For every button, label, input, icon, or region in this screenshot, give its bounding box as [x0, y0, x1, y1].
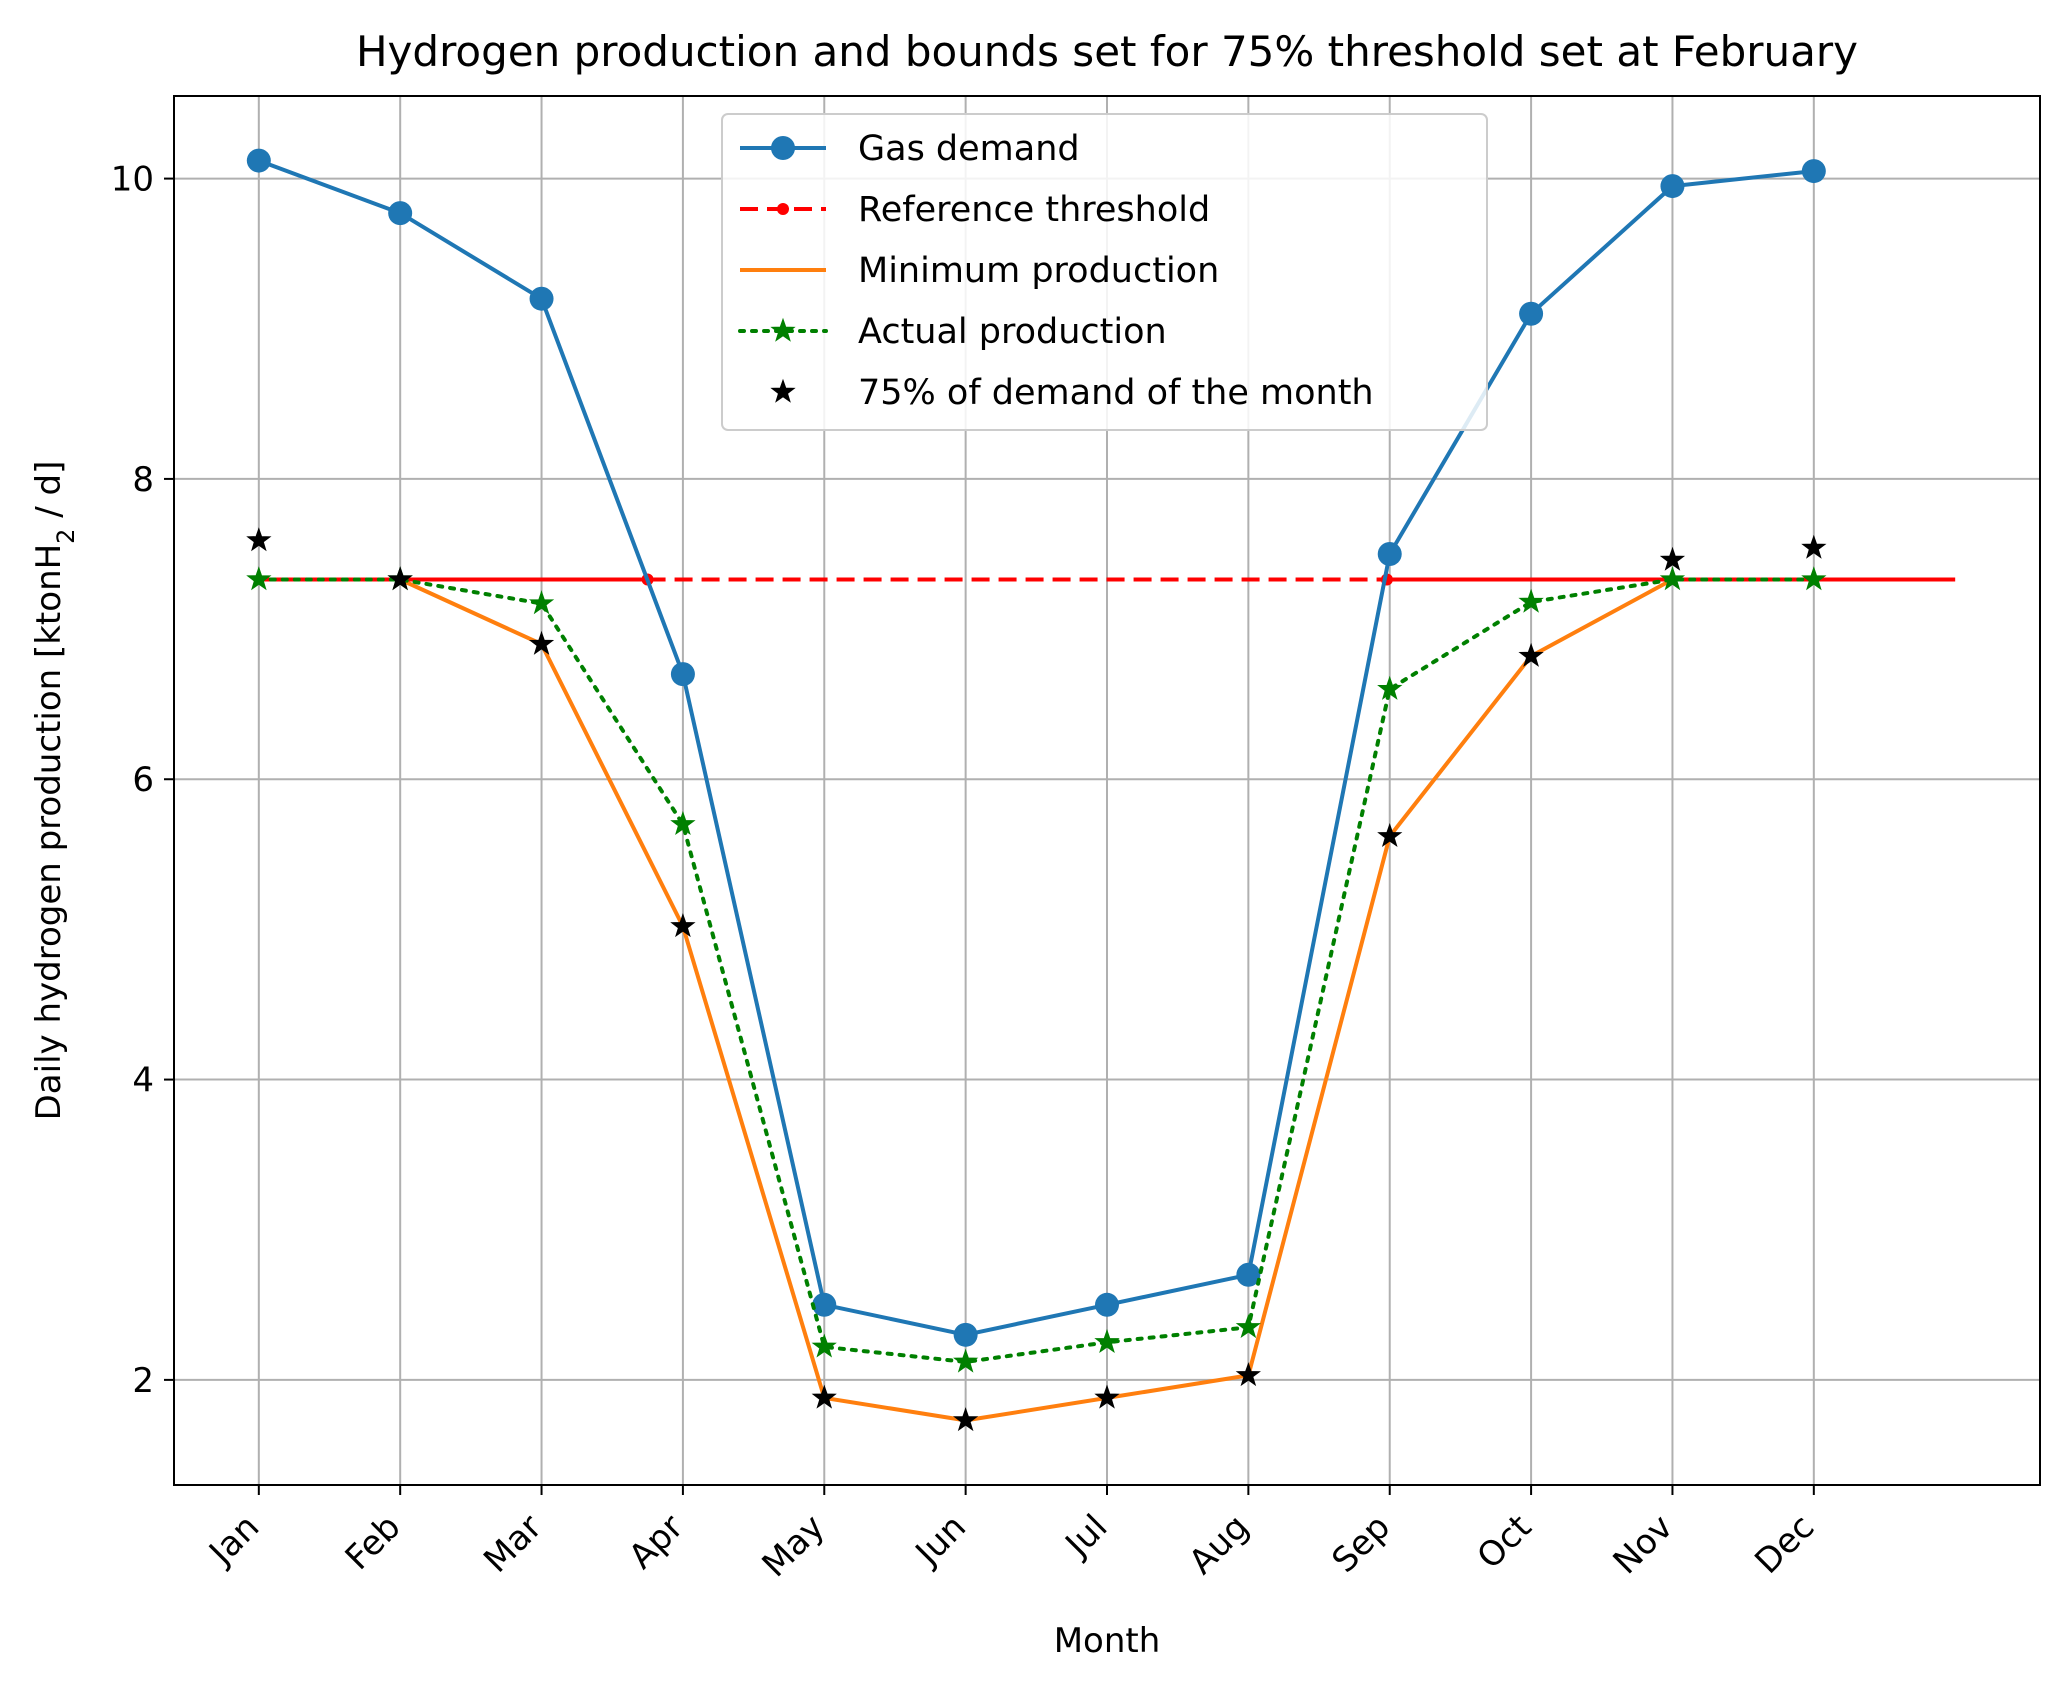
legend-item: Gas demand	[740, 129, 1080, 169]
x-axis-label: Month	[1054, 1621, 1161, 1661]
demand-75pct-point	[1659, 546, 1686, 571]
y-tick-label: 8	[132, 460, 154, 500]
demand-75pct-point	[1094, 1384, 1120, 1409]
gas-demand-point	[1519, 301, 1544, 326]
y-axis-label: Daily hydrogen production [ktonH2 / d]	[29, 461, 80, 1121]
demand-75pct-point	[1235, 1362, 1261, 1387]
actual-production-point	[1801, 566, 1827, 591]
legend-label: Gas demand	[858, 129, 1080, 169]
legend-item: Actual production	[738, 312, 1167, 352]
gas-demand-point	[812, 1292, 837, 1317]
y-axis-label-suffix: / d]	[29, 461, 69, 529]
demand-75pct-point	[1518, 642, 1544, 667]
legend-item: Reference threshold	[740, 190, 1210, 230]
actual-production-point	[811, 1333, 837, 1358]
demand-75pct-point	[246, 527, 272, 552]
demand-75pct-point	[811, 1384, 837, 1409]
series-actual-production-line	[256, 577, 1816, 1364]
demand-75pct-point	[1377, 823, 1403, 848]
gas-demand-point	[1377, 541, 1402, 566]
legend-handle-marker	[770, 317, 796, 342]
y-tick-label: 2	[132, 1361, 154, 1401]
demand-75pct-point	[1801, 534, 1827, 559]
gas-demand-point	[529, 286, 554, 311]
y-axis: 2 4 6 8 10	[111, 160, 174, 1401]
demand-75pct-point	[670, 913, 696, 938]
legend-label: Actual production	[858, 312, 1167, 352]
actual-production-point	[246, 566, 272, 591]
actual-production-point	[1235, 1313, 1261, 1339]
gas-demand-point	[1095, 1292, 1119, 1317]
actual-production-point	[1094, 1329, 1120, 1354]
y-tick-label: 4	[132, 1061, 154, 1101]
series-minimum-production-line	[258, 577, 1814, 1423]
gas-demand-point	[1660, 174, 1685, 199]
actual-production-point	[1377, 675, 1403, 700]
actual-production-point	[953, 1348, 979, 1373]
demand-75pct-point	[953, 1407, 979, 1432]
gas-demand-point	[1236, 1262, 1261, 1287]
series-gas-demand-line	[258, 158, 1815, 1337]
legend-item: 75% of demand of the month	[770, 373, 1374, 413]
plot-area	[246, 148, 1956, 1432]
demand-75pct-point	[387, 566, 413, 591]
chart-title: Hydrogen production and bounds set for 7…	[356, 27, 1858, 76]
legend-label: Reference threshold	[858, 190, 1210, 230]
gas-demand-point	[1801, 159, 1826, 184]
y-tick-label: 6	[132, 760, 154, 800]
y-tick-label: 10	[111, 160, 154, 200]
actual-production-point	[670, 811, 696, 836]
y-axis-label-subscript: 2	[52, 529, 80, 544]
legend-item: Minimum production	[740, 251, 1219, 291]
gas-demand-point	[953, 1322, 978, 1347]
actual-production-point	[528, 590, 555, 615]
legend: Gas demand Reference threshold Minimum pro…	[721, 113, 1488, 431]
legend-handle-marker	[777, 203, 789, 215]
legend-handle-marker	[771, 136, 795, 160]
y-axis-label-prefix: Daily hydrogen production [ktonH	[29, 544, 69, 1121]
gas-demand-point	[670, 662, 695, 687]
legend-handle-marker	[770, 378, 796, 403]
legend-label: Minimum production	[858, 251, 1219, 291]
demand-75pct-point	[528, 630, 555, 655]
legend-box	[721, 113, 1488, 431]
legend-label: 75% of demand of the month	[858, 373, 1374, 413]
gas-demand-point	[246, 148, 271, 173]
actual-production-point	[1518, 588, 1544, 613]
gas-demand-point	[388, 201, 413, 226]
actual-production-point	[1659, 566, 1686, 591]
